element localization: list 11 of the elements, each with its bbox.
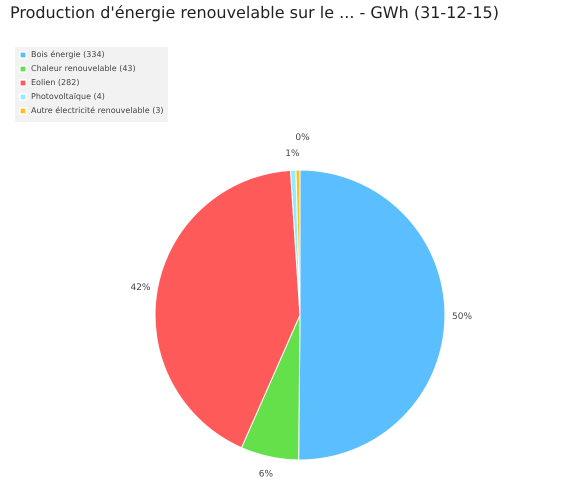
data-label: 0% (295, 133, 310, 144)
data-label: 6% (258, 469, 274, 480)
legend-label: Bois énergie (334) (31, 50, 105, 59)
chart-title: Production d'énergie renouvelable sur le ... - GWh (31-12-15) (10, 3, 499, 22)
legend-label: Photovoltaïque (4) (31, 92, 105, 101)
data-label: 1% (285, 149, 300, 160)
legend-label: Eolien (282) (31, 78, 80, 87)
legend-label: Chaleur renouvelable (43) (31, 64, 136, 73)
legend-label: Autre électricité renouvelable (3) (31, 106, 164, 115)
data-label: 42% (130, 282, 151, 293)
data-label: 50% (452, 312, 472, 322)
